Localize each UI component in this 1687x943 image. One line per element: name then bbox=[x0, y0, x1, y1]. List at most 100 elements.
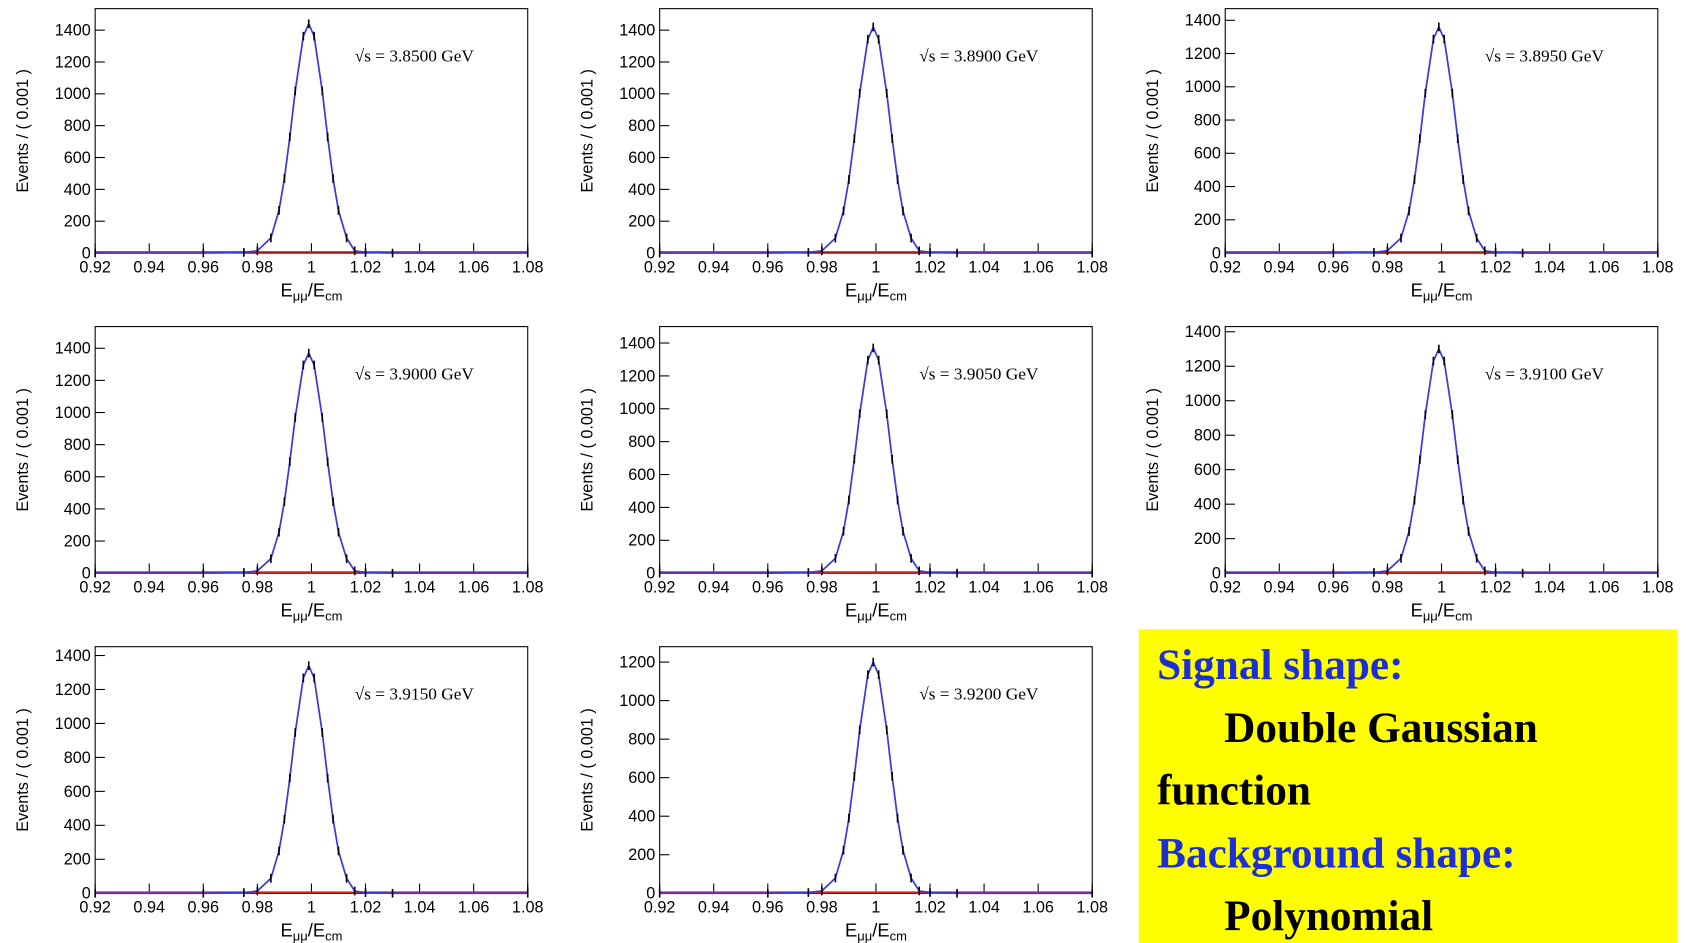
plot-frame bbox=[659, 326, 1093, 574]
x-tick-label: 0.94 bbox=[698, 899, 730, 917]
x-tick-label: 0.92 bbox=[644, 259, 676, 277]
x-tick-label: 0.96 bbox=[752, 579, 784, 597]
y-tick-label: 0 bbox=[82, 565, 91, 583]
y-tick-label: 1400 bbox=[619, 22, 655, 40]
x-axis-label-part: μμ bbox=[857, 929, 872, 943]
annotation: √s = 3.8950 GeV bbox=[1485, 47, 1605, 66]
x-tick-label: 1.02 bbox=[1480, 579, 1512, 597]
y-axis-label: Events / ( 0.001 ) bbox=[14, 708, 32, 832]
plot-frame bbox=[94, 8, 529, 254]
x-tick-label: 0.98 bbox=[806, 579, 838, 597]
y-tick-label: 1400 bbox=[55, 22, 91, 40]
y-tick-label: 400 bbox=[1194, 496, 1221, 514]
x-tick-label: 0.94 bbox=[1264, 579, 1296, 597]
plot-frame bbox=[1224, 326, 1659, 574]
y-tick-label: 600 bbox=[1194, 145, 1221, 163]
x-tick-label: 1.08 bbox=[1076, 579, 1108, 597]
y-tick-label: 200 bbox=[1194, 211, 1221, 229]
y-axis-label: Events / ( 0.001 ) bbox=[579, 708, 597, 832]
x-axis-label-part: cm bbox=[325, 929, 342, 943]
x-tick-label: 0.98 bbox=[1372, 579, 1404, 597]
plot-frame bbox=[94, 646, 529, 894]
y-tick-label: 1000 bbox=[55, 404, 91, 422]
x-tick-label: 1 bbox=[307, 579, 316, 597]
x-axis-label-part: /E bbox=[308, 920, 325, 941]
x-tick-label: 0.94 bbox=[1264, 259, 1296, 277]
x-tick-label: 1.02 bbox=[350, 579, 382, 597]
y-tick-label: 400 bbox=[1194, 178, 1221, 196]
x-tick-label: 1.08 bbox=[1642, 579, 1674, 597]
x-tick-label: 1.08 bbox=[512, 579, 544, 597]
plot-frame bbox=[659, 646, 1093, 894]
x-tick-label: 1.08 bbox=[512, 899, 544, 917]
y-axis-label: Events / ( 0.001 ) bbox=[1144, 388, 1162, 512]
x-axis-label-part: cm bbox=[1455, 289, 1472, 304]
x-axis-label: Eμμ/Ecm bbox=[281, 279, 343, 303]
x-tick-label: 0.94 bbox=[133, 259, 165, 277]
y-tick-label: 1000 bbox=[619, 85, 655, 103]
y-tick-label: 200 bbox=[1194, 530, 1221, 548]
x-tick-label: 1.06 bbox=[458, 579, 490, 597]
x-tick-label: 1.08 bbox=[1076, 899, 1108, 917]
y-tick-label: 400 bbox=[628, 181, 655, 199]
x-tick-label: 0.94 bbox=[133, 899, 165, 917]
x-axis-label-part: cm bbox=[325, 289, 342, 304]
x-axis-label-part: μμ bbox=[1423, 289, 1438, 304]
y-tick-label: 400 bbox=[64, 181, 91, 199]
x-tick-label: 0.98 bbox=[242, 579, 274, 597]
x-axis-label-part: μμ bbox=[1423, 609, 1438, 624]
x-tick-label: 0.98 bbox=[242, 259, 274, 277]
y-tick-label: 1200 bbox=[55, 53, 91, 71]
x-tick-label: 0.94 bbox=[698, 259, 730, 277]
x-tick-label: 1.02 bbox=[350, 259, 382, 277]
box-line: Polynomial bbox=[1224, 892, 1433, 940]
x-tick-label: 1 bbox=[1437, 259, 1446, 277]
y-tick-label: 1200 bbox=[1185, 358, 1221, 376]
y-tick-label: 1400 bbox=[1185, 323, 1221, 341]
y-axis-label: Events / ( 0.001 ) bbox=[14, 69, 32, 193]
y-tick-label: 1200 bbox=[619, 53, 655, 71]
x-axis-label-part: E bbox=[1411, 599, 1423, 620]
y-tick-label: 800 bbox=[64, 117, 91, 135]
x-tick-label: 1.06 bbox=[1588, 259, 1620, 277]
x-axis-label-part: E bbox=[845, 599, 857, 620]
x-axis-label: Eμμ/Ecm bbox=[845, 920, 907, 943]
x-tick-label: 0.98 bbox=[242, 899, 274, 917]
x-tick-label: 0.98 bbox=[1372, 259, 1404, 277]
y-tick-label: 800 bbox=[628, 117, 655, 135]
y-tick-label: 200 bbox=[64, 851, 91, 869]
x-tick-label: 0.92 bbox=[1209, 579, 1241, 597]
x-tick-label: 1.04 bbox=[968, 899, 1000, 917]
x-axis-label: Eμμ/Ecm bbox=[281, 599, 343, 623]
annotation: √s = 3.9000 GeV bbox=[355, 365, 475, 384]
x-tick-label: 1 bbox=[871, 259, 880, 277]
annotation: √s = 3.8500 GeV bbox=[355, 47, 475, 66]
x-tick-label: 1.04 bbox=[1534, 259, 1566, 277]
y-tick-label: 800 bbox=[628, 433, 655, 451]
y-tick-label: 600 bbox=[1194, 461, 1221, 479]
x-tick-label: 0.96 bbox=[188, 579, 220, 597]
y-tick-label: 400 bbox=[628, 499, 655, 517]
y-tick-label: 1200 bbox=[619, 367, 655, 385]
x-tick-label: 0.98 bbox=[806, 259, 838, 277]
y-tick-label: 1000 bbox=[619, 400, 655, 418]
x-axis-label-part: /E bbox=[308, 279, 325, 300]
plot-frame bbox=[1224, 8, 1659, 254]
y-tick-label: 0 bbox=[646, 565, 655, 583]
y-tick-label: 800 bbox=[628, 731, 655, 749]
plot-frame bbox=[659, 8, 1093, 254]
y-tick-label: 200 bbox=[628, 213, 655, 231]
y-tick-label: 1000 bbox=[619, 692, 655, 710]
summary-box bbox=[1138, 629, 1678, 943]
y-tick-label: 0 bbox=[646, 244, 655, 262]
y-tick-label: 1200 bbox=[55, 372, 91, 390]
y-tick-label: 600 bbox=[628, 769, 655, 787]
y-tick-label: 1200 bbox=[55, 681, 91, 699]
y-axis-label: Events / ( 0.001 ) bbox=[579, 388, 597, 512]
x-tick-label: 1 bbox=[1437, 579, 1446, 597]
x-tick-label: 1 bbox=[871, 579, 880, 597]
y-tick-label: 1000 bbox=[55, 715, 91, 733]
x-tick-label: 0.92 bbox=[644, 899, 676, 917]
y-tick-label: 400 bbox=[628, 808, 655, 826]
